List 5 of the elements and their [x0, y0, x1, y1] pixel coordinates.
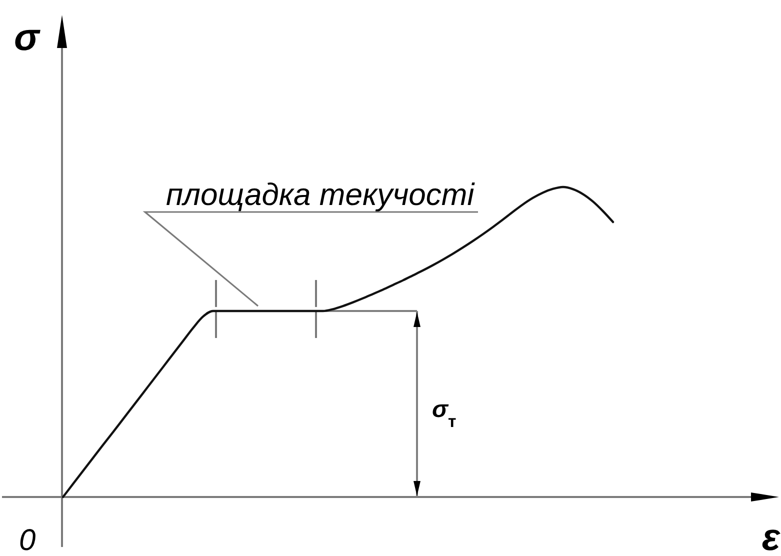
annotation: σ$_{т}$	[432, 396, 456, 430]
y-axis-title: σ	[14, 17, 41, 59]
annotation: площадка текучості	[166, 177, 476, 212]
text: 0	[19, 524, 36, 556]
x-axis-title: ε	[762, 517, 781, 556]
